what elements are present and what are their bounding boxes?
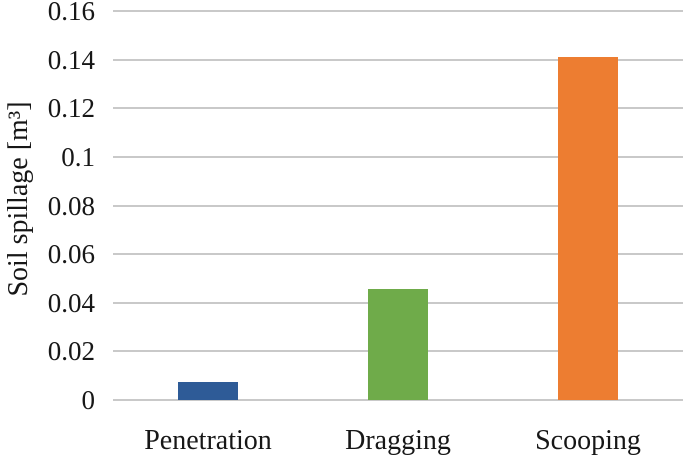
gridline [113, 107, 683, 110]
y-tick-label: 0.1 [61, 141, 95, 172]
y-tick-label: 0.12 [47, 93, 95, 124]
bar-scooping [558, 57, 618, 400]
y-tick-label: 0.04 [47, 287, 95, 318]
gridline [113, 253, 683, 256]
plot-area [113, 10, 683, 401]
y-tick-label: 0 [81, 385, 96, 415]
gridline [113, 399, 683, 401]
gridline [113, 155, 683, 158]
x-category-label: Dragging [345, 425, 451, 456]
y-tick-label: 0.14 [47, 44, 95, 75]
x-axis-category-labels: Penetration Dragging Scooping [113, 424, 683, 458]
x-category-label: Penetration [144, 425, 272, 456]
gridline [113, 58, 683, 61]
gridline [113, 204, 683, 207]
y-tick-label: 0.08 [47, 190, 95, 221]
bar-penetration [178, 381, 238, 400]
gridline [113, 10, 683, 12]
y-tick-label: 0.16 [47, 0, 95, 26]
y-tick-label: 0.02 [47, 336, 95, 367]
bar-dragging [368, 289, 428, 400]
x-category-label: Scooping [535, 425, 641, 456]
y-tick-label: 0.06 [47, 239, 95, 270]
